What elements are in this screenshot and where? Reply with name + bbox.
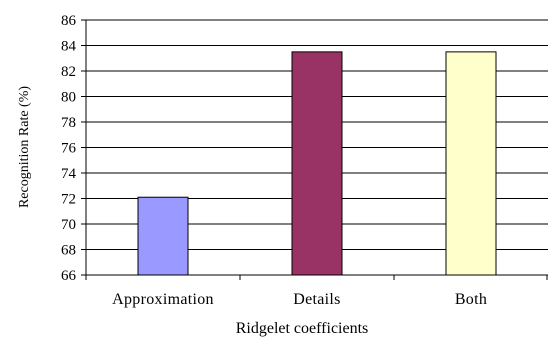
y-tick-label: 74 (61, 166, 77, 182)
x-axis-category-labels: Approximation Details Both (112, 291, 487, 308)
y-tick-label: 76 (61, 141, 77, 157)
x-category-label: Both (455, 291, 487, 308)
y-tick-label: 86 (61, 13, 77, 29)
y-tick-label: 66 (61, 268, 77, 284)
y-tick-label: 84 (61, 39, 77, 55)
y-tick-label: 80 (61, 90, 76, 106)
bars (137, 51, 497, 276)
y-tick-label: 78 (61, 115, 76, 131)
y-tick-label: 82 (61, 64, 76, 80)
bar-details (291, 51, 343, 276)
y-tick-label: 70 (61, 217, 76, 233)
x-category-label: Details (293, 291, 340, 308)
y-tick-label: 68 (61, 243, 76, 259)
bar-approximation (137, 196, 189, 276)
y-axis-title: Recognition Rate (%) (17, 86, 32, 208)
bar-both (445, 51, 497, 276)
x-axis-title: Ridgelet coefficients (236, 320, 369, 337)
axes (85, 20, 548, 280)
x-category-label: Approximation (112, 291, 214, 308)
y-tick-label: 72 (61, 192, 76, 208)
y-axis-ticks: 66 68 70 72 74 76 78 80 82 84 86 (61, 13, 86, 284)
